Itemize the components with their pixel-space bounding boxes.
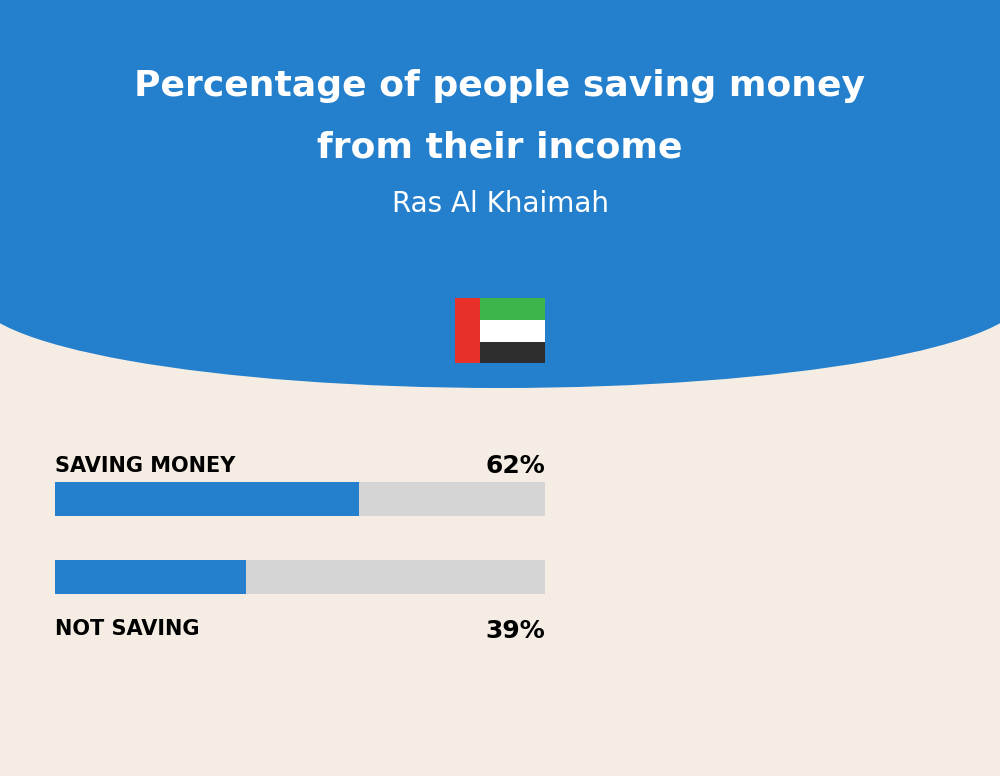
Bar — [0, 0, 1000, 295]
Bar — [480, 320, 545, 342]
Text: from their income: from their income — [317, 131, 683, 165]
Bar — [455, 299, 480, 363]
Text: 39%: 39% — [485, 619, 545, 643]
Bar — [55, 482, 545, 516]
Ellipse shape — [0, 202, 1000, 388]
Bar — [55, 560, 545, 594]
Bar — [55, 560, 246, 594]
Text: Ras Al Khaimah: Ras Al Khaimah — [392, 190, 608, 218]
Text: SAVING MONEY: SAVING MONEY — [55, 456, 235, 476]
Text: Percentage of people saving money: Percentage of people saving money — [134, 69, 866, 103]
Text: NOT SAVING: NOT SAVING — [55, 619, 200, 639]
Bar — [480, 299, 545, 320]
Bar — [55, 482, 359, 516]
Text: 62%: 62% — [485, 454, 545, 478]
Bar — [480, 342, 545, 363]
